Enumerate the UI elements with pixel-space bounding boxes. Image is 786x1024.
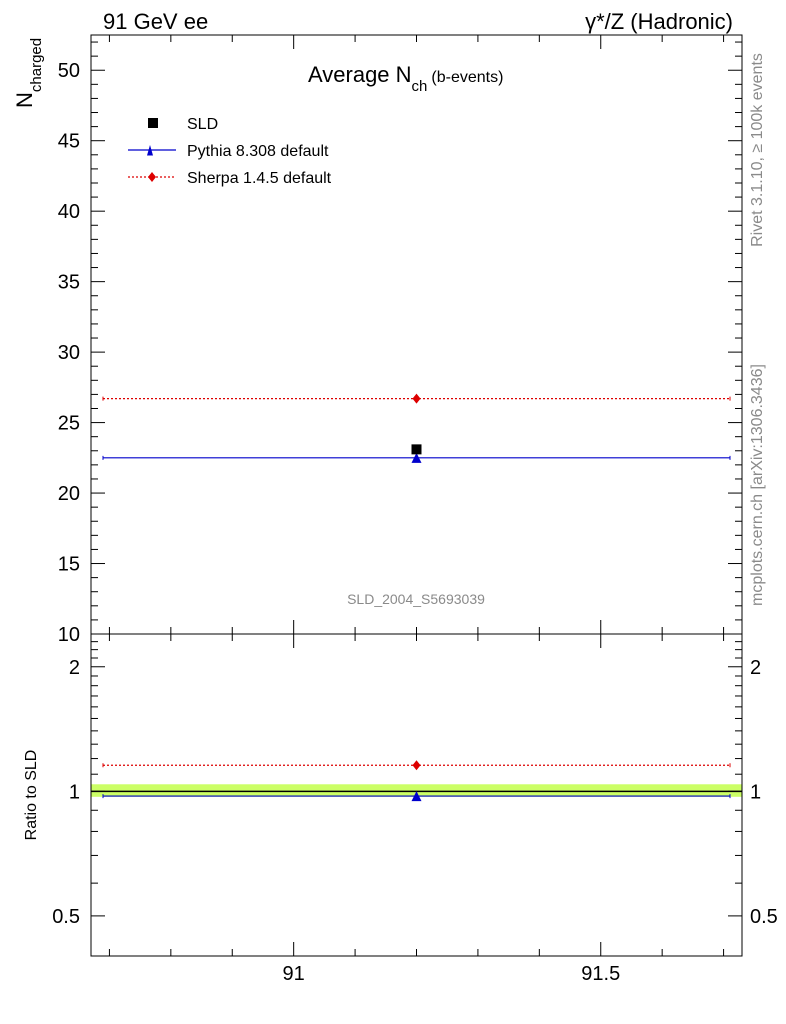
- main-y-tick-label-cut: 10: [58, 624, 80, 646]
- ratio-band-fill: [91, 784, 742, 797]
- main-y-tick-label: 25: [58, 413, 80, 435]
- ratio-y-tick-label: 2: [69, 657, 80, 679]
- ratio-x-tick-label: 91: [283, 963, 305, 985]
- main-y-axis-label: Ncharged: [12, 38, 45, 108]
- ratio-x-tick-label: 91.5: [581, 963, 620, 985]
- main-point-pythia: [411, 452, 422, 463]
- main-y-tick-label: 35: [58, 272, 80, 294]
- main-title: Average Nch(b-events): [308, 62, 503, 95]
- main-y-tick-label: 30: [58, 342, 80, 364]
- main-y-tick-label: 50: [58, 60, 80, 82]
- main-y-tick-label: 15: [58, 554, 80, 576]
- mcplots-label: mcplots.cern.ch [arXiv:1306.3436]: [749, 364, 766, 606]
- header-left: 91 GeV ee: [103, 9, 208, 34]
- ratio-y-tick-label-right: 0.5: [750, 906, 778, 928]
- legend-marker-sld: [148, 118, 158, 128]
- main-y-tick-label: 40: [58, 201, 80, 223]
- main-panel: 15 20 25 30 35 40 45 50 10 Average Nch(b-events)…: [12, 34, 743, 646]
- ratio-panel: 91 91.5 0.5 0.5 1 1 2 2 Ratio to SLD: [23, 633, 778, 985]
- main-point-sld: [411, 444, 422, 455]
- ratio-y-tick-label-right: 1: [750, 781, 761, 803]
- ratio-y-tick-label-right: 2: [750, 657, 761, 679]
- ratio-point-sherpa: [412, 760, 421, 771]
- main-y-tick-label: 45: [58, 131, 80, 153]
- analysis-watermark: SLD_2004_S5693039: [347, 591, 485, 607]
- legend-label-sherpa: Sherpa 1.4.5 default: [187, 170, 332, 187]
- legend-label-pythia: Pythia 8.308 default: [187, 143, 329, 160]
- ratio-series: [102, 760, 731, 802]
- legend-marker-sherpa: [148, 172, 156, 182]
- legend-label-sld: SLD: [187, 116, 218, 133]
- main-y-tick-label: 20: [58, 483, 80, 505]
- ratio-y-tick-label: 0.5: [52, 906, 80, 928]
- main-axes: 15 20 25 30 35 40 45 50 10: [58, 35, 742, 646]
- ratio-axes: 91 91.5 0.5 0.5 1 1 2 2: [52, 634, 778, 985]
- legend-marker-pythia: [147, 145, 153, 156]
- ratio-y-tick-label: 1: [69, 781, 80, 803]
- main-point-sherpa: [412, 393, 421, 404]
- header-right: γ*/Z (Hadronic): [585, 9, 733, 34]
- ratio-y-axis-label: Ratio to SLD: [23, 750, 40, 841]
- legend: SLD Pythia 8.308 default Sherpa 1.4.5 de…: [128, 116, 332, 187]
- main-series: [102, 393, 731, 463]
- ratio-point-pythia: [411, 791, 422, 802]
- rivet-label: Rivet 3.1.10, ≥ 100k events: [749, 53, 766, 247]
